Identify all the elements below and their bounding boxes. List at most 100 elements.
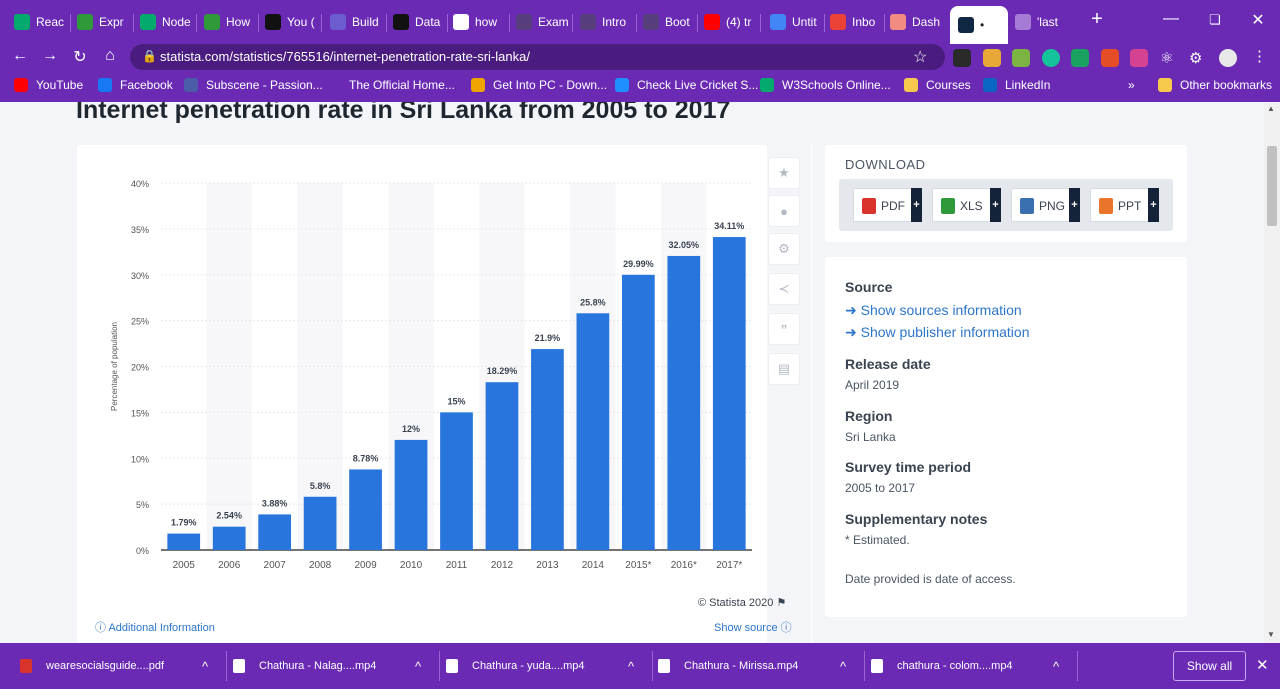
browser-tab[interactable]: Inbo — [830, 8, 880, 36]
menu-kebab-icon[interactable]: ⋮ — [1252, 48, 1267, 65]
bookmark-item[interactable]: Check Live Cricket S... — [615, 78, 758, 92]
browser-tab[interactable]: Data — [393, 8, 443, 36]
chevron-up-icon[interactable]: ^ — [1053, 658, 1060, 674]
profile-avatar[interactable] — [1219, 49, 1237, 67]
bookmark-item[interactable]: Subscene - Passion... — [184, 78, 323, 92]
extension-icon[interactable] — [1101, 49, 1119, 67]
chevron-up-icon[interactable]: ^ — [840, 658, 847, 674]
more-bookmarks-button[interactable]: » — [1128, 78, 1135, 92]
extension-icon[interactable] — [1130, 49, 1148, 67]
supplementary-notes-heading: Supplementary notes — [845, 511, 988, 527]
close-shelf-icon[interactable]: ✕ — [1256, 657, 1269, 674]
download-xls-button[interactable]: XLS + — [932, 188, 1001, 222]
print-icon[interactable]: ▤ — [768, 353, 800, 385]
plus-icon[interactable]: + — [911, 188, 922, 222]
scrollbar-thumb[interactable] — [1267, 146, 1277, 226]
show-publisher-link[interactable]: ➜ Show publisher information — [845, 324, 1030, 341]
x-tick-label: 2008 — [309, 560, 332, 571]
bookmark-item[interactable]: Courses — [904, 78, 971, 92]
address-bar[interactable]: 🔒 statista.com/statistics/765516/interne… — [130, 44, 945, 70]
download-item[interactable]: chathura - colom....mp4 ^ — [871, 643, 1059, 689]
download-ppt-button[interactable]: PPT + — [1090, 188, 1159, 222]
notification-bell-icon[interactable]: ● — [768, 195, 800, 227]
additional-information-link[interactable]: ⓘ Additional Information — [95, 619, 215, 635]
browser-tab[interactable]: 'last — [1015, 8, 1065, 36]
extension-icon[interactable] — [1071, 49, 1089, 67]
browser-tab[interactable]: (4) tr — [704, 8, 756, 36]
browser-tab[interactable]: Untit — [770, 8, 820, 36]
bookmark-label: Get Into PC - Down... — [493, 78, 608, 92]
bookmark-item[interactable]: YouTube — [14, 78, 83, 92]
bookmark-star-icon[interactable]: ☆ — [913, 49, 928, 66]
browser-tab[interactable]: Node — [140, 8, 192, 36]
reload-icon[interactable]: ↻ — [73, 49, 87, 66]
download-item[interactable]: Chathura - Mirissa.mp4 ^ — [658, 643, 846, 689]
plus-icon[interactable]: + — [1069, 188, 1080, 222]
browser-tab[interactable]: Boot — [643, 8, 693, 36]
chevron-up-icon[interactable]: ^ — [628, 658, 635, 674]
settings-gear-icon[interactable]: ⚙ — [768, 233, 800, 265]
bootstrap-icon — [580, 14, 596, 30]
browser-tab[interactable]: Expr — [77, 8, 129, 36]
show-all-button[interactable]: Show all — [1173, 651, 1246, 681]
extensions-puzzle-icon[interactable]: ⚙ — [1189, 50, 1203, 67]
extension-icon[interactable] — [983, 49, 1001, 67]
cricket-icon — [615, 78, 629, 92]
scroll-down-icon[interactable]: ▼ — [1267, 630, 1275, 639]
shelf-separator — [864, 651, 865, 681]
restore-icon[interactable]: ❏ — [1209, 12, 1221, 27]
show-sources-link[interactable]: ➜ Show sources information — [845, 302, 1022, 319]
ppt-file-icon — [1099, 198, 1113, 214]
show-source-link[interactable]: Show source ⓘ — [714, 619, 792, 635]
new-tab-button[interactable]: + — [1091, 8, 1103, 30]
browser-tab[interactable]: how — [453, 8, 505, 36]
share-icon[interactable]: ≺ — [768, 273, 800, 305]
bookmark-item[interactable]: Facebook — [98, 78, 173, 92]
plus-icon[interactable]: + — [990, 188, 1001, 222]
show-publisher-label: Show publisher information — [860, 324, 1030, 340]
download-buttons: PDF + XLS + PNG + PPT + — [839, 179, 1173, 231]
shelf-separator — [652, 651, 653, 681]
home-icon[interactable]: ⌂ — [105, 47, 115, 64]
data-label: 25.8% — [580, 297, 606, 307]
download-item[interactable]: Chathura - yuda....mp4 ^ — [446, 643, 634, 689]
scroll-up-icon[interactable]: ▲ — [1267, 104, 1275, 113]
bar — [667, 255, 701, 550]
minimize-icon[interactable]: — — [1163, 10, 1179, 27]
back-arrow-icon[interactable]: ← — [12, 47, 28, 64]
forward-arrow-icon[interactable]: → — [42, 47, 58, 64]
plus-icon[interactable]: + — [1148, 188, 1159, 222]
download-item[interactable]: wearesocialsguide....pdf ^ — [20, 643, 208, 689]
statista-icon — [958, 17, 974, 33]
bookmark-item[interactable]: Get Into PC - Down... — [471, 78, 607, 92]
download-png-button[interactable]: PNG + — [1011, 188, 1080, 222]
chevron-up-icon[interactable]: ^ — [415, 658, 422, 674]
browser-tab[interactable]: Exam — [516, 8, 568, 36]
other-bookmarks[interactable]: Other bookmarks — [1158, 78, 1272, 92]
browser-tab[interactable]: Build — [330, 8, 382, 36]
react-devtools-icon[interactable]: ⚛ — [1160, 50, 1174, 67]
grammarly-icon[interactable] — [1042, 49, 1060, 67]
download-item[interactable]: Chathura - Nalag....mp4 ^ — [233, 643, 421, 689]
browser-tab[interactable]: Dash — [890, 8, 940, 36]
browser-tab[interactable]: Reac — [14, 8, 66, 36]
browser-tab[interactable]: How — [204, 8, 254, 36]
browser-tab[interactable]: You ( — [265, 8, 317, 36]
bookmark-item[interactable]: LinkedIn — [983, 78, 1050, 92]
bookmark-item[interactable]: W3Schools Online... — [760, 78, 891, 92]
close-window-icon[interactable]: ✕ — [1251, 12, 1265, 29]
chevron-up-icon[interactable]: ^ — [202, 658, 209, 674]
page-scrollbar[interactable]: ▲ ▼ — [1264, 102, 1280, 643]
x-tick-label: 2006 — [218, 560, 241, 571]
x-tick-label: 2015* — [625, 560, 651, 571]
favorite-star-icon[interactable]: ★ — [768, 157, 800, 189]
quote-icon[interactable]: ” — [768, 313, 800, 345]
download-pdf-button[interactable]: PDF + — [853, 188, 922, 222]
extension-icon[interactable] — [1012, 49, 1030, 67]
extension-icon[interactable] — [953, 49, 971, 67]
browser-tab[interactable]: Intro — [580, 8, 632, 36]
download-label: PNG — [1039, 199, 1066, 213]
bookmark-item[interactable]: The Official Home... — [327, 78, 455, 92]
show-source-label: Show source — [714, 622, 778, 634]
browser-tab[interactable]: • — [950, 6, 1008, 44]
